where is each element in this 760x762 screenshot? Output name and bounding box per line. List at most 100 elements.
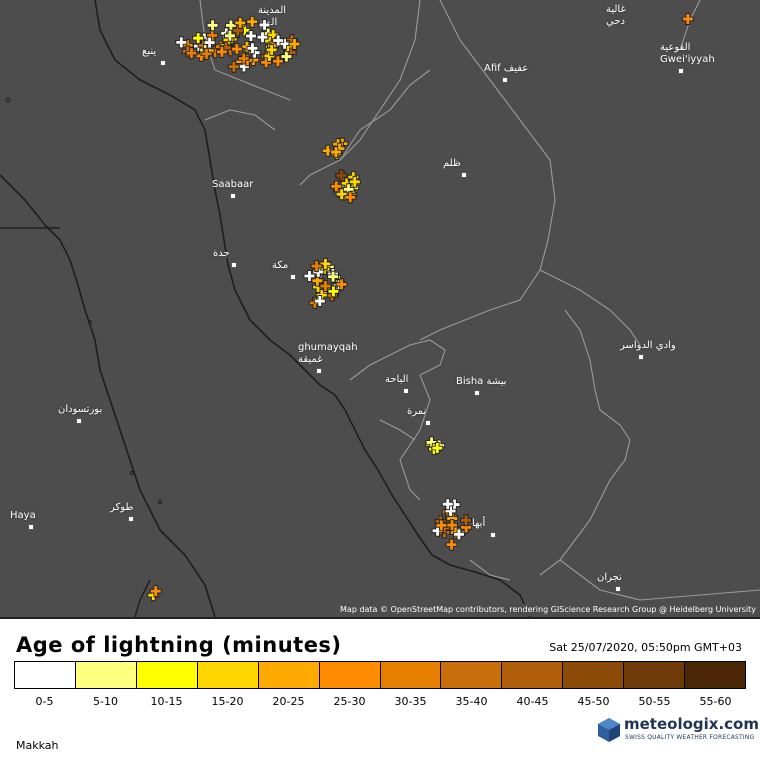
brand-tagline: SWISS QUALITY WEATHER FORECASTING <box>625 734 755 741</box>
lightning-strike-plus-icon <box>310 260 323 273</box>
timestamp: Sat 25/07/2020, 05:50pm GMT+03 <box>549 641 742 654</box>
lightning-strike-plus-icon <box>244 30 257 43</box>
lightning-strike-plus-icon <box>303 270 316 283</box>
city-marker <box>230 193 236 199</box>
lightning-strike-plus-icon <box>206 19 219 32</box>
lightning-strike-plus-icon <box>445 519 458 532</box>
city-label: ظلم <box>443 158 461 169</box>
city-label: مكة <box>272 260 289 271</box>
legend-swatch <box>441 662 503 688</box>
city-label: ghumayqah غميقة <box>298 342 358 365</box>
lightning-strike-plus-icon <box>223 29 236 42</box>
lightning-strike-plus-icon <box>231 24 244 37</box>
city-marker <box>638 354 644 360</box>
city-marker <box>474 390 480 396</box>
legend-range-label: 20-25 <box>272 695 305 708</box>
lightning-strike-plus-icon <box>185 47 198 60</box>
lightning-strike-plus-icon <box>348 175 361 188</box>
lightning-strike-plus-icon <box>272 34 285 47</box>
legend-range-label: 25-30 <box>333 695 366 708</box>
city-label: ينبع <box>142 46 157 57</box>
lightning-strike-plus-icon <box>288 38 301 51</box>
legend-swatch <box>380 662 442 688</box>
lightning-strike-plus-icon <box>329 146 342 159</box>
city-marker <box>425 420 431 426</box>
city-marker <box>615 586 621 592</box>
lightning-strike-plus-icon <box>256 31 269 44</box>
legend-range-label: 15-20 <box>211 695 244 708</box>
legend-range-label: 50-55 <box>638 695 671 708</box>
lightning-strike-plus-icon <box>224 19 237 32</box>
lightning-map[interactable]: المدينة المن ينبع Afif عفيف القوعية Gwei'iy… <box>0 0 760 617</box>
lightning-strike-plus-icon <box>203 36 216 49</box>
city-label: بورتسودان <box>58 404 103 415</box>
lightning-strike-plus-icon <box>335 188 348 201</box>
lightning-strike-plus-icon <box>335 169 348 182</box>
lightning-strike-plus-icon <box>237 52 250 65</box>
city-marker <box>461 172 467 178</box>
city-marker <box>290 274 296 280</box>
city-label: Saabaar <box>212 179 254 190</box>
lightning-strike-plus-icon <box>344 191 357 204</box>
lightning-strike-plus-icon <box>330 180 343 193</box>
lightning-strike-plus-icon <box>230 43 243 56</box>
lightning-strike-plus-icon <box>435 519 448 532</box>
city-label: طوكر <box>110 502 134 513</box>
city-label: وادي الدواسر <box>620 340 676 351</box>
legend-swatch <box>319 662 381 688</box>
legend-range-label: 10-15 <box>150 695 183 708</box>
city-label: أبها <box>472 518 486 529</box>
city-marker <box>76 418 82 424</box>
lightning-strike-plus-icon <box>215 45 228 58</box>
legend-swatch <box>75 662 137 688</box>
city-label: القوعية Gwei'iyyah <box>660 42 715 65</box>
city-label: نمرة <box>407 406 427 417</box>
legend-swatch <box>15 662 76 688</box>
region-name: Makkah <box>16 739 59 752</box>
legend-range-label: 35-40 <box>455 695 488 708</box>
lightning-strike-plus-icon <box>265 43 278 56</box>
lightning-strike-plus-icon <box>445 538 458 551</box>
city-marker <box>403 388 409 394</box>
legend-panel: Age of lightning (minutes) Sat 25/07/202… <box>0 617 760 762</box>
lightning-strike-plus-icon <box>335 278 348 291</box>
city-marker <box>316 368 322 374</box>
lightning-strike-plus-icon <box>175 36 188 49</box>
legend-swatch <box>685 662 746 688</box>
legend-swatch <box>258 662 320 688</box>
lightning-strike-plus-icon <box>149 585 162 598</box>
city-label: Bisha بيشة <box>456 376 507 387</box>
city-marker <box>160 60 166 66</box>
lightning-strike-plus-icon <box>681 12 694 25</box>
map-attribution[interactable]: Map data © OpenStreetMap contributors, r… <box>338 604 758 616</box>
legend-swatch <box>502 662 564 688</box>
lightning-strike-plus-icon <box>327 285 340 298</box>
legend-swatch <box>624 662 686 688</box>
legend-range-label: 0-5 <box>35 695 54 708</box>
lightning-strike-plus-icon <box>452 528 465 541</box>
lightning-strike-plus-icon <box>319 280 332 293</box>
lightning-strike-plus-icon <box>192 32 205 45</box>
lightning-strike-plus-icon <box>258 18 271 31</box>
city-marker <box>128 516 134 522</box>
city-marker <box>28 524 34 530</box>
city-label: نجران <box>597 572 622 583</box>
lightning-strike-plus-icon <box>260 56 273 69</box>
legend-range-label: 55-60 <box>699 695 732 708</box>
legend-range-label: 30-35 <box>394 695 427 708</box>
map-lines <box>0 0 760 617</box>
city-label: المدينة المن <box>258 5 287 28</box>
brand-logo-block[interactable]: meteologix.com SWISS QUALITY WEATHER FOR… <box>596 715 759 747</box>
lightning-strike-plus-icon <box>271 55 284 68</box>
city-label: غالية دحي <box>606 4 626 27</box>
lightning-strike-plus-icon <box>441 498 454 511</box>
lightning-strike-plus-icon <box>227 60 240 73</box>
city-marker <box>490 532 496 538</box>
lightning-strike-plus-icon <box>327 270 340 283</box>
city-marker <box>678 68 684 74</box>
lightning-strike-plus-icon <box>206 29 219 42</box>
meteologix-logo-icon <box>598 718 620 742</box>
legend-swatch <box>136 662 198 688</box>
city-label: Afif عفيف <box>484 63 529 74</box>
city-label: جدة <box>213 248 230 259</box>
